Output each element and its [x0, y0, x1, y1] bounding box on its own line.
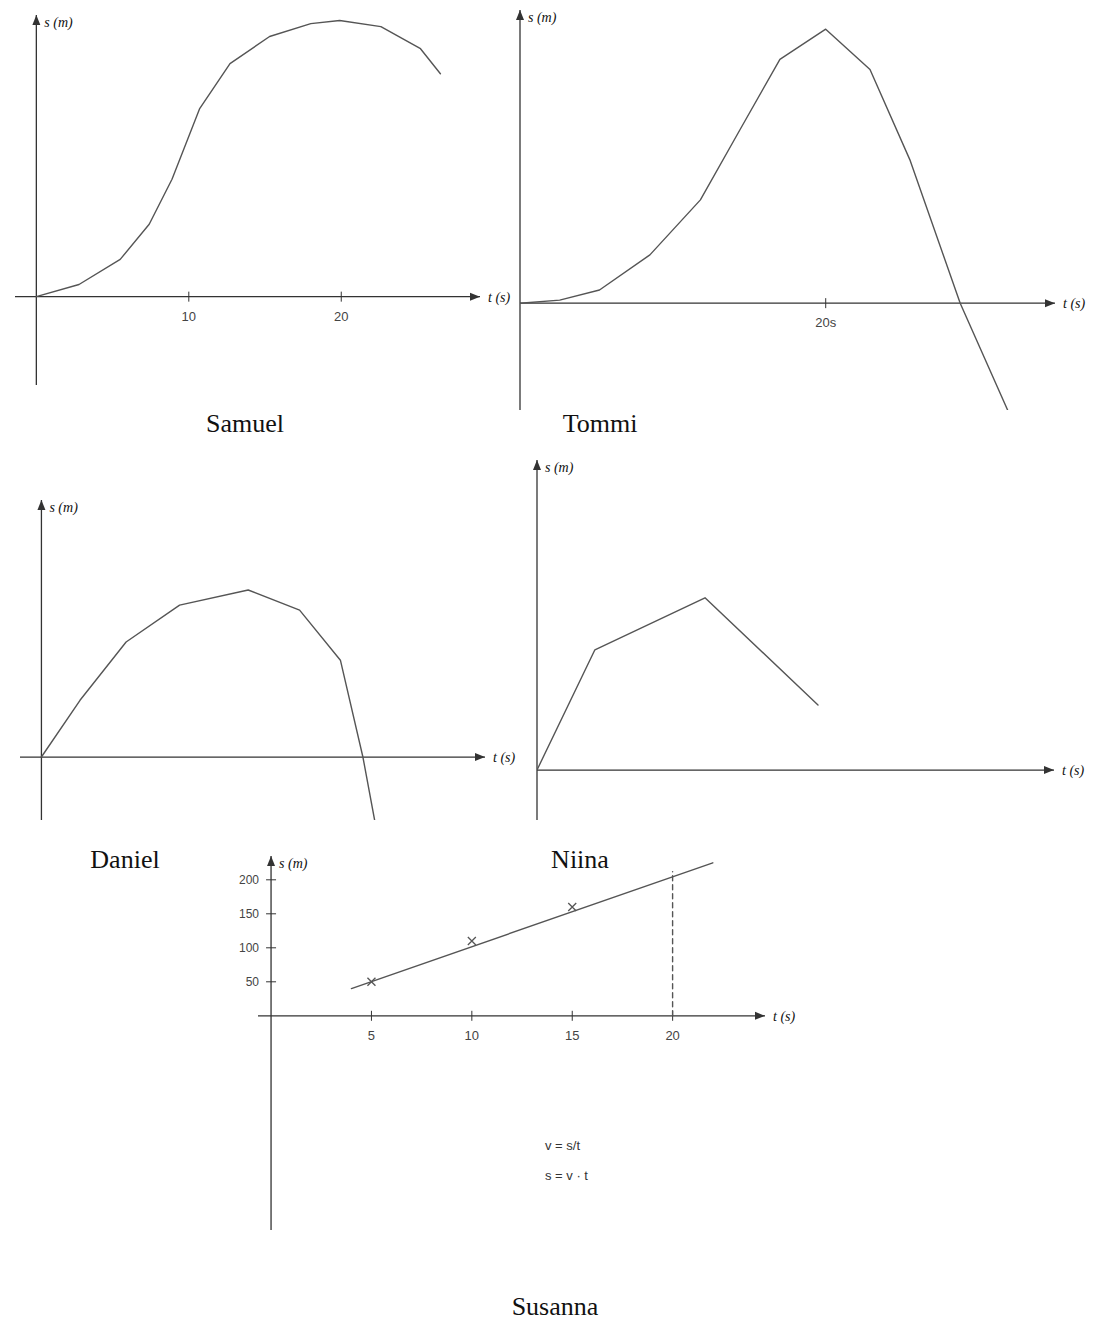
x-tick-label: 15 [565, 1028, 579, 1043]
y-tick-label: 50 [246, 975, 260, 989]
x-axis-arrow [1045, 299, 1055, 307]
y-axis-title: s (m) [49, 500, 78, 516]
curve [41, 590, 374, 820]
x-axis [520, 303, 1055, 304]
chart-title: Susanna [512, 1292, 599, 1321]
curve [672, 872, 673, 1016]
x-axis-arrow [755, 1012, 765, 1020]
chart-panel: t (s) s (m) Daniel [20, 500, 516, 874]
point [568, 903, 576, 911]
chart-title: Tommi [563, 409, 638, 438]
x-tick [471, 1011, 472, 1021]
chart-title: Niina [551, 845, 609, 874]
x-tick-label: 10 [182, 309, 196, 324]
x-axis-arrow [475, 753, 485, 761]
x-axis-arrow [1044, 766, 1054, 774]
x-tick-label: 20 [334, 309, 348, 324]
y-axis-arrow [37, 500, 45, 510]
y-tick [266, 879, 276, 880]
marks [537, 598, 818, 770]
y-axis-title: s (m) [528, 10, 557, 26]
x-axis-title: t (s) [1062, 763, 1085, 779]
y-axis [36, 15, 37, 385]
chart-title: Daniel [90, 845, 159, 874]
x-axis [537, 769, 1054, 770]
y-axis-arrow [267, 856, 275, 866]
annotation: s = v · t [545, 1168, 588, 1183]
x-axis-arrow [470, 293, 480, 301]
chart-panel: t (s) s (m) 20s Tommi [516, 10, 1086, 438]
point [367, 978, 375, 986]
x-axis [20, 756, 485, 757]
x-axis-title: t (s) [493, 750, 516, 766]
page: t (s)s (m)1020Samuelt (s)s (m)20sTommit … [0, 0, 1107, 1342]
curve [520, 29, 1008, 410]
y-axis-arrow [516, 10, 524, 20]
x-tick [825, 298, 826, 308]
chart-panel: t (s) s (m) 5 10 15 20 50 100 150 200 v = s/t s = v… [239, 856, 795, 1321]
y-tick-label: 150 [239, 907, 259, 921]
y-tick-label: 100 [239, 941, 259, 955]
y-tick [266, 913, 276, 914]
x-tick [188, 292, 189, 302]
point [468, 937, 476, 945]
x-axis-title: t (s) [488, 290, 511, 306]
marks [36, 21, 440, 297]
y-axis [41, 500, 42, 820]
curve [36, 21, 440, 297]
x-axis [258, 1015, 765, 1016]
marks [520, 29, 1008, 410]
x-axis-title: t (s) [773, 1009, 796, 1025]
chart-title: Samuel [206, 409, 284, 438]
annotation: v = s/t [545, 1138, 580, 1153]
x-axis [15, 296, 480, 297]
y-axis-title: s (m) [44, 15, 73, 31]
chart-panel: t (s) s (m) Niina [533, 460, 1085, 874]
y-axis-arrow [32, 15, 40, 25]
y-tick [266, 947, 276, 948]
x-tick-label: 20 [665, 1028, 679, 1043]
y-axis-arrow [533, 460, 541, 470]
marks [41, 590, 374, 820]
marks [351, 863, 712, 1016]
x-tick [371, 1011, 372, 1021]
chart-panel: t (s) s (m) 10 20 Samuel [15, 15, 511, 438]
x-tick [572, 1011, 573, 1021]
y-axis-title: s (m) [279, 856, 308, 872]
y-tick [266, 981, 276, 982]
y-axis [536, 460, 537, 820]
y-axis [270, 856, 271, 1230]
y-axis-title: s (m) [545, 460, 574, 476]
curve [351, 863, 712, 989]
y-tick-label: 200 [239, 873, 259, 887]
x-tick-label: 20s [815, 315, 836, 330]
x-tick [341, 292, 342, 302]
y-axis [519, 10, 520, 410]
x-tick-label: 10 [465, 1028, 479, 1043]
x-axis-title: t (s) [1063, 296, 1086, 312]
curve [537, 598, 818, 770]
x-tick-label: 5 [368, 1028, 375, 1043]
